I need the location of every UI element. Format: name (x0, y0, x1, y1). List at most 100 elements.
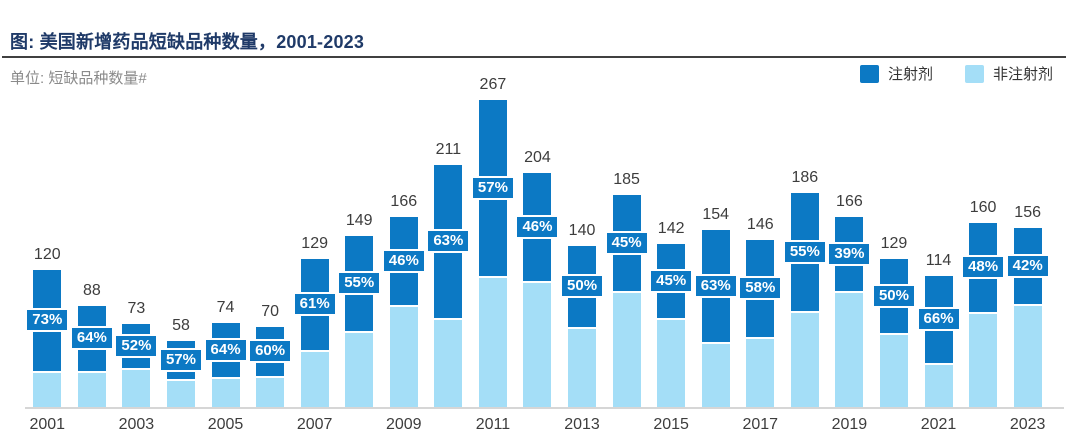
bar-segment-non-injectable (612, 291, 641, 408)
bar-segment-non-injectable (345, 331, 374, 408)
bar-column-2023: 156 42% 2023 (1005, 85, 1050, 433)
bar-2008 (345, 236, 374, 408)
bar-total-label: 160 (969, 199, 997, 216)
x-axis-label-2005: 2005 (207, 416, 244, 433)
bar-segment-non-injectable (478, 276, 507, 408)
bar-pct-label: 57% (470, 176, 515, 200)
bar-total-label: 149 (345, 212, 373, 229)
bar-total-label: 204 (524, 149, 551, 166)
bar-2009 (389, 217, 418, 408)
header-divider (2, 56, 1066, 58)
bar-total-label: 156 (1014, 204, 1042, 221)
bar-column-2003: 73 52% 2003 (114, 85, 159, 433)
bar-segment-non-injectable (879, 333, 908, 408)
bar-2014 (612, 195, 641, 408)
bar-2010 (434, 165, 463, 408)
bar-total-label: 129 (301, 235, 329, 252)
bar-column-2011: 267 57% 2011 (470, 76, 516, 433)
bar-segment-non-injectable (657, 318, 686, 408)
bar-2018 (790, 193, 819, 408)
bar-column-2022: 160 48% (961, 85, 1006, 408)
bar-pct-label: 52% (114, 334, 159, 358)
legend-label-injectable: 注射剂 (887, 66, 933, 83)
bar-chart: 120 73% 2001 88 64% 73 52% 2003 58 57% 74 64% 2005 70… (25, 76, 1050, 433)
bar-pct-label: 50% (871, 284, 916, 308)
bar-segment-non-injectable (701, 342, 730, 408)
bar-segment-non-injectable (33, 371, 62, 408)
bar-column-2006: 70 60% (248, 85, 293, 408)
bar-column-2021: 114 66% 2021 (916, 85, 961, 433)
bar-total-label: 185 (613, 171, 640, 188)
bar-column-2013: 140 50% 2013 (560, 85, 605, 433)
bar-total-label: 140 (568, 222, 596, 239)
x-axis-label-2009: 2009 (385, 416, 422, 433)
bar-total-label: 73 (127, 300, 146, 317)
x-axis-label-2019: 2019 (831, 416, 868, 433)
bar-pct-label: 73% (25, 308, 70, 332)
x-axis-label-2013: 2013 (564, 416, 600, 433)
bar-column-2014: 185 45% (604, 85, 649, 408)
bar-segment-non-injectable (300, 350, 329, 408)
bar-2017 (746, 240, 775, 408)
bar-total-label: 114 (925, 252, 952, 269)
bar-total-label: 129 (880, 235, 908, 252)
x-axis-label-2003: 2003 (118, 416, 155, 433)
bar-segment-non-injectable (77, 371, 106, 408)
bar-total-label: 211 (435, 141, 462, 158)
bar-pct-label: 46% (515, 215, 560, 239)
bar-2007 (300, 259, 329, 408)
bar-segment-non-injectable (1013, 304, 1042, 408)
bar-segment-non-injectable (211, 377, 240, 408)
bar-total-label: 70 (261, 303, 279, 320)
chart-title: 图: 美国新增药品短缺品种数量，2001-2023 (10, 32, 365, 52)
bar-segment-non-injectable (256, 376, 285, 408)
x-axis-label-2023: 2023 (1009, 416, 1046, 433)
bar-total-label: 120 (33, 246, 61, 263)
bar-column-2007: 129 61% 2007 (292, 85, 337, 433)
bar-2022 (969, 223, 998, 408)
bar-total-label: 88 (82, 282, 101, 299)
x-axis-label-2017: 2017 (742, 416, 779, 433)
legend-label-non-injectable: 非注射剂 (992, 66, 1053, 83)
bar-2002 (77, 306, 106, 408)
x-axis-label-2015: 2015 (653, 416, 689, 433)
bar-column-2009: 166 46% 2009 (381, 85, 427, 433)
legend: 注射剂 非注射剂 (859, 63, 1053, 84)
bar-total-label: 166 (836, 193, 863, 210)
bar-pct-label: 63% (426, 229, 471, 253)
bar-column-2005: 74 64% 2005 (203, 85, 248, 433)
bar-2001 (33, 270, 62, 408)
bar-column-2008: 149 55% (337, 85, 382, 408)
bar-total-label: 58 (172, 317, 190, 334)
bar-total-label: 74 (216, 299, 235, 316)
bar-segment-non-injectable (389, 305, 418, 408)
bar-column-2004: 58 57% (158, 85, 204, 408)
bar-column-2018: 186 55% (782, 85, 828, 408)
x-axis-label-2007: 2007 (296, 416, 333, 433)
bar-pct-label: 46% (381, 249, 426, 273)
bar-column-2016: 154 63% (693, 85, 738, 408)
bar-2016 (701, 230, 730, 408)
legend-swatch-non-injectable-icon (964, 64, 984, 83)
bar-pct-label: 42% (1005, 254, 1050, 278)
bar-pct-label: 64% (69, 326, 114, 350)
x-axis-label-2001: 2001 (29, 416, 66, 433)
bar-2012 (523, 173, 552, 408)
bar-segment-non-injectable (122, 368, 151, 408)
bar-pct-label: 45% (604, 231, 649, 255)
bar-pct-label: 58% (738, 276, 783, 300)
bar-total-label: 186 (791, 169, 819, 186)
bar-pct-label: 55% (782, 240, 827, 264)
bar-column-2019: 166 39% 2019 (827, 85, 872, 433)
bar-2011 (478, 100, 507, 408)
bar-segment-non-injectable (924, 363, 953, 408)
bar-pct-label: 61% (292, 292, 337, 316)
x-axis-line (25, 407, 1064, 409)
bar-pct-label: 57% (158, 348, 203, 372)
bar-column-2001: 120 73% 2001 (25, 85, 70, 433)
bar-2019 (835, 217, 864, 408)
bar-pct-label: 66% (916, 307, 961, 331)
bar-2005 (211, 323, 240, 408)
bar-segment-non-injectable (969, 312, 998, 408)
